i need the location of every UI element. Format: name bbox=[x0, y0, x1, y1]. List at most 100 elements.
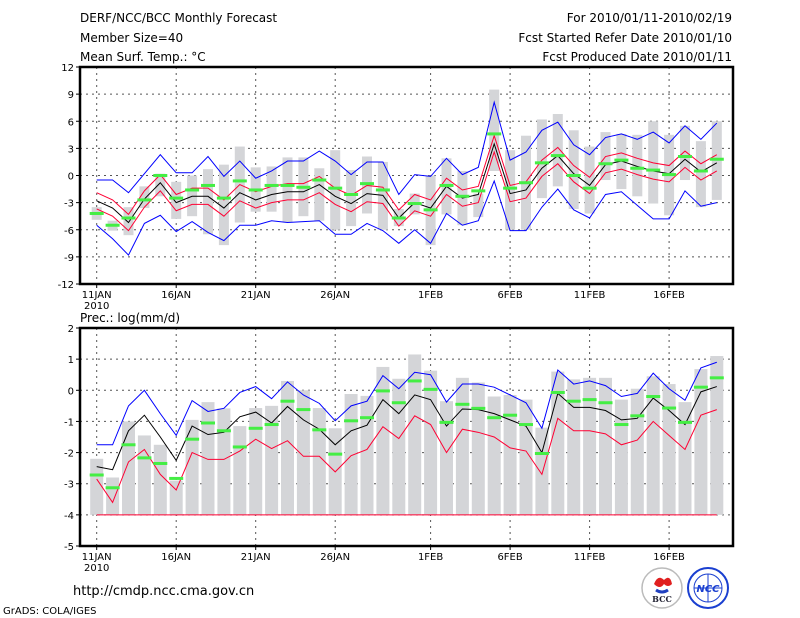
ensemble-range-bar bbox=[122, 421, 135, 515]
observation-marker bbox=[709, 157, 724, 161]
ensemble-range-bar bbox=[392, 378, 406, 515]
observation-marker bbox=[232, 179, 247, 183]
ensemble-range-bar bbox=[185, 419, 199, 515]
observation-marker bbox=[678, 420, 692, 424]
x-tick-year: 2010 bbox=[84, 563, 109, 574]
observation-marker bbox=[566, 174, 581, 177]
ensemble-range-bar bbox=[330, 150, 341, 230]
observation-marker bbox=[630, 166, 645, 170]
observation-marker bbox=[693, 169, 708, 173]
ensemble-range-bar bbox=[282, 157, 293, 223]
observation-marker bbox=[216, 429, 231, 433]
observation-marker bbox=[312, 428, 327, 432]
observation-marker bbox=[614, 158, 629, 162]
ensemble-range-bar bbox=[376, 366, 390, 515]
ensemble-range-bar bbox=[505, 150, 516, 230]
y-tick-label: 12 bbox=[61, 63, 74, 74]
observation-marker bbox=[280, 183, 295, 187]
observation-marker bbox=[550, 154, 565, 158]
ensemble-range-bar bbox=[678, 402, 692, 515]
observation-marker bbox=[344, 419, 359, 423]
ensemble-range-bar bbox=[695, 141, 706, 208]
observation-marker bbox=[646, 395, 661, 399]
x-tick-label: 6FEB bbox=[497, 290, 522, 301]
upper-spread-line bbox=[96, 134, 718, 216]
observation-marker bbox=[598, 162, 613, 166]
observation-marker bbox=[423, 208, 438, 212]
ensemble-range-bar bbox=[567, 379, 581, 515]
x-tick-label: 6FEB bbox=[497, 552, 522, 563]
observation-marker bbox=[137, 456, 152, 460]
y-tick-label: -6 bbox=[64, 226, 74, 237]
ensemble-range-bar bbox=[662, 384, 676, 515]
observation-marker bbox=[169, 196, 184, 200]
ensemble-range-bar bbox=[346, 170, 357, 227]
ensemble-range-bar bbox=[203, 169, 213, 235]
y-tick-label: 0 bbox=[68, 386, 74, 397]
x-tick-label: 16FEB bbox=[653, 552, 685, 563]
ensemble-range-bar bbox=[139, 186, 150, 209]
member-size: Member Size=40 bbox=[80, 31, 183, 45]
plot-frame bbox=[78, 326, 735, 548]
observation-marker bbox=[487, 132, 502, 136]
observation-marker bbox=[407, 379, 422, 383]
observation-marker bbox=[264, 423, 279, 427]
observation-marker bbox=[375, 389, 390, 393]
observation-marker bbox=[487, 416, 502, 420]
ensemble-range-bar bbox=[249, 408, 263, 515]
ensemble-range-bar bbox=[217, 408, 231, 515]
grads-credit: GrADS: COLA/IGES bbox=[3, 606, 97, 617]
ensemble-range-bar bbox=[171, 181, 182, 219]
ensemble-range-bar bbox=[424, 370, 438, 515]
observation-marker bbox=[582, 186, 597, 190]
ensemble-range-bar bbox=[408, 354, 422, 515]
observation-marker bbox=[503, 413, 518, 417]
ensemble-range-bar bbox=[314, 168, 325, 221]
ensemble-range-bar bbox=[473, 193, 484, 218]
x-tick-year: 2010 bbox=[84, 301, 109, 312]
y-tick-label: -9 bbox=[64, 253, 74, 264]
ensemble-range-bar bbox=[568, 130, 579, 209]
x-tick-label: 21JAN bbox=[241, 552, 271, 563]
ensemble-range-bar bbox=[694, 369, 708, 515]
x-tick-label: 16FEB bbox=[653, 290, 685, 301]
observation-marker bbox=[105, 223, 120, 227]
ncc-logo-text: NCC bbox=[696, 584, 720, 595]
x-tick-label: 11JAN bbox=[82, 290, 112, 301]
start-date: Fcst Started Refer Date 2010/01/10 bbox=[518, 31, 732, 45]
y-tick-label: 1 bbox=[68, 355, 74, 366]
observation-marker bbox=[328, 452, 343, 456]
observation-marker bbox=[137, 198, 152, 202]
observation-marker bbox=[534, 161, 549, 165]
observation-marker bbox=[630, 414, 645, 418]
observation-marker bbox=[360, 416, 374, 420]
observation-marker bbox=[153, 174, 168, 177]
observation-marker bbox=[439, 420, 454, 424]
y-tick-label: 3 bbox=[68, 144, 74, 155]
variable-label: Mean Surf. Temp.: °C bbox=[80, 50, 206, 64]
observation-marker bbox=[169, 476, 184, 480]
observation-marker bbox=[598, 401, 613, 405]
observation-marker bbox=[646, 168, 661, 172]
observation-marker bbox=[312, 178, 327, 182]
x-tick-label: 1FEB bbox=[418, 290, 443, 301]
ensemble-range-bar bbox=[583, 377, 597, 515]
y-tick-label: 9 bbox=[68, 90, 74, 101]
ensemble-range-bar bbox=[519, 399, 533, 515]
observation-marker bbox=[296, 185, 311, 189]
x-tick-label: 16JAN bbox=[161, 552, 191, 563]
observation-marker bbox=[375, 188, 390, 192]
y-tick-label: -4 bbox=[64, 511, 74, 522]
ensemble-range-bar bbox=[312, 408, 326, 515]
y-tick-label: 6 bbox=[68, 117, 74, 128]
observation-marker bbox=[248, 188, 263, 192]
ensemble-range-bar bbox=[90, 458, 104, 515]
ensemble-range-bar bbox=[487, 396, 501, 515]
observation-marker bbox=[693, 385, 708, 389]
observation-marker bbox=[360, 182, 374, 186]
ensemble-range-bar bbox=[680, 125, 690, 181]
website-url[interactable]: http://cmdp.ncc.cma.gov.cn bbox=[73, 584, 254, 599]
ensemble-range-bar bbox=[632, 134, 643, 197]
ncc-logo: NCC bbox=[687, 567, 729, 609]
